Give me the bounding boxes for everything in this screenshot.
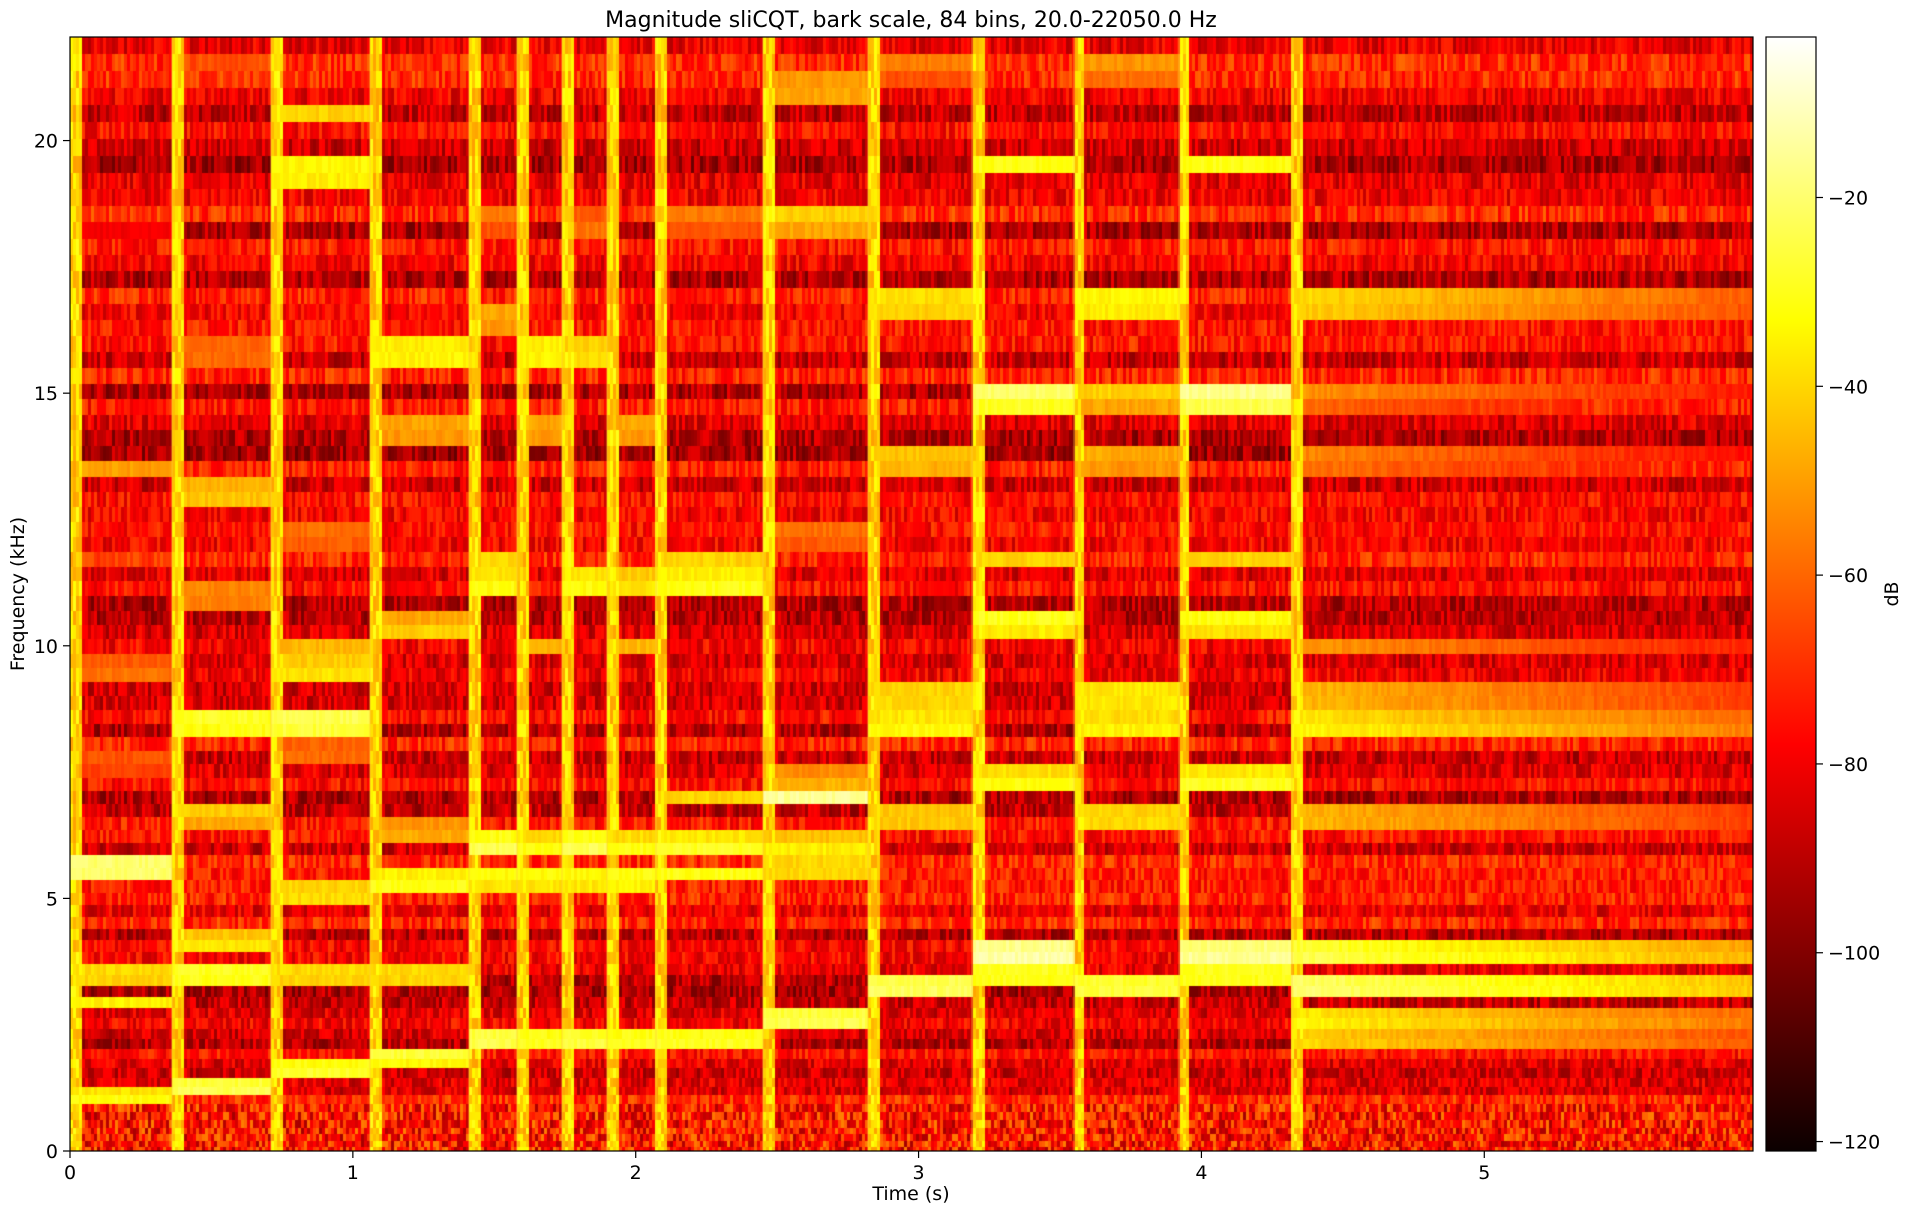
- colorbar-label: dB: [1881, 581, 1903, 606]
- colorbar-tick-label: −80: [1828, 754, 1868, 776]
- y-tick-label: 5: [46, 888, 58, 910]
- x-tick-label: 2: [630, 1162, 642, 1184]
- x-tick-label: 3: [913, 1162, 925, 1184]
- colorbar: −20 −40 −60 −80 −100 −120 dB: [1765, 36, 1903, 1154]
- plot-frame: [69, 36, 1754, 1152]
- x-tick-label: 4: [1195, 1162, 1207, 1184]
- colorbar-tick-label: −100: [1828, 943, 1880, 965]
- colorbar-gradient: [1765, 36, 1817, 1152]
- y-tick-label: 0: [46, 1141, 58, 1163]
- y-axis-label: Frequency (kHz): [7, 517, 29, 671]
- x-tick-label: 5: [1478, 1162, 1490, 1184]
- colorbar-tick-label: −40: [1828, 376, 1868, 398]
- spectrogram-image: [70, 37, 1753, 1151]
- x-tick-label: 1: [347, 1162, 359, 1184]
- y-tick-label: 10: [34, 636, 58, 658]
- colorbar-tick-label: −20: [1828, 187, 1868, 209]
- x-tick-label: 0: [64, 1162, 76, 1184]
- x-axis: 0 1 2 3 4 5: [64, 1151, 1490, 1184]
- y-tick-label: 15: [34, 383, 58, 405]
- x-axis-label: Time (s): [871, 1183, 949, 1205]
- y-axis: 0 5 10 15 20: [34, 131, 70, 1163]
- colorbar-tick-label: −120: [1828, 1132, 1880, 1154]
- y-tick-label: 20: [34, 131, 58, 153]
- colorbar-tick-label: −60: [1828, 565, 1868, 587]
- chart-title: Magnitude sliCQT, bark scale, 84 bins, 2…: [605, 8, 1217, 33]
- colorbar-ticks: −20 −40 −60 −80 −100 −120: [1816, 187, 1880, 1154]
- spectrogram-plot-area: [69, 36, 1754, 1152]
